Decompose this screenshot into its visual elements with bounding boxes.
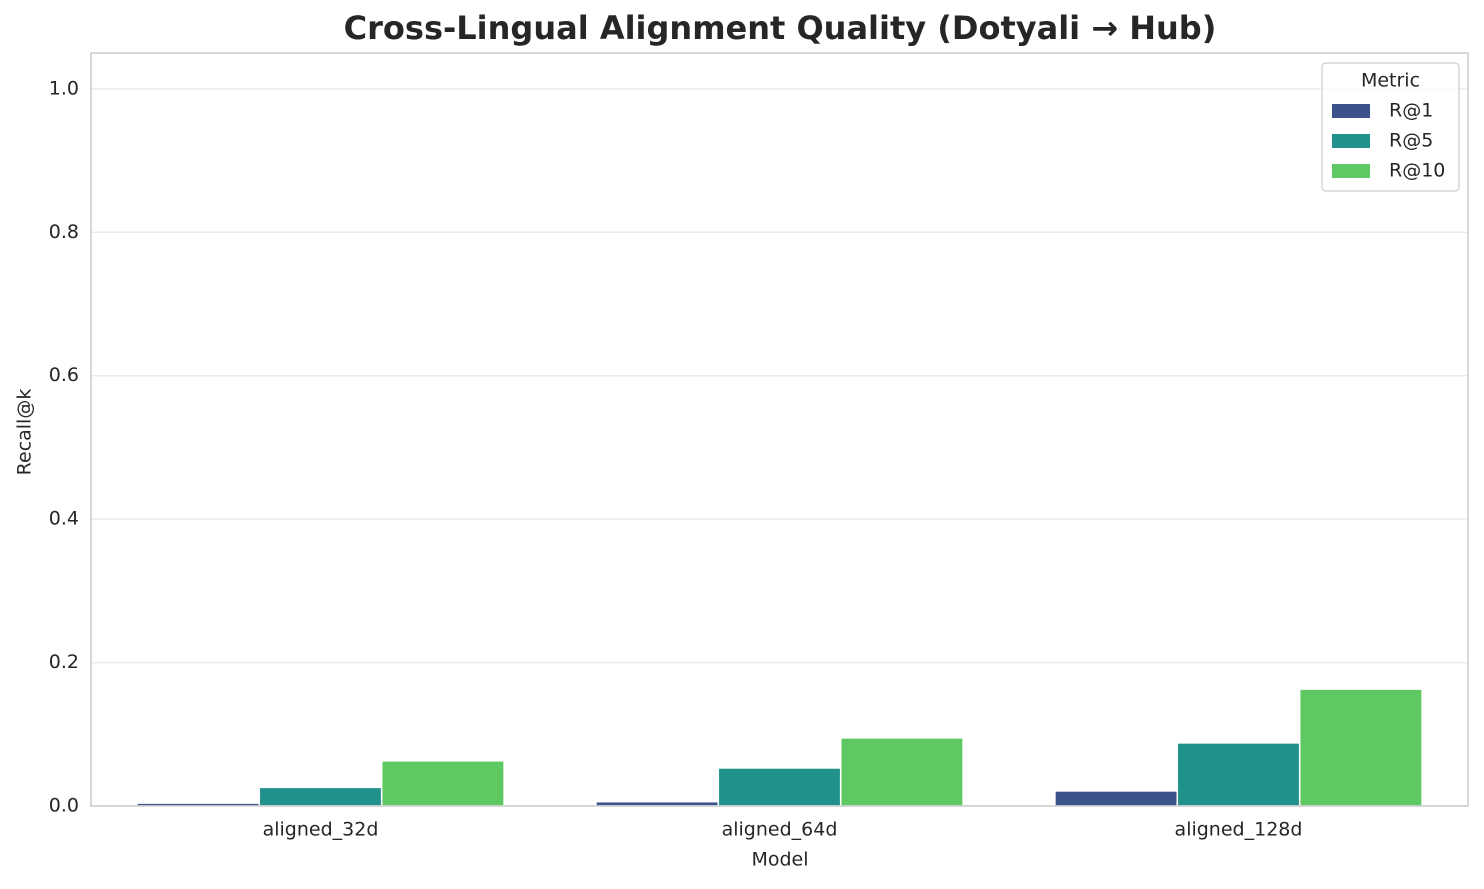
y-tick-label: 0.0 [49, 795, 79, 817]
chart-title: Cross-Lingual Alignment Quality (Dotyali… [344, 9, 1217, 47]
bar [717, 767, 842, 807]
bar [380, 760, 505, 807]
legend-swatch [1332, 134, 1370, 148]
x-axis-label: Model [751, 849, 808, 871]
x-tick-label: aligned_128d [1175, 819, 1303, 841]
legend-box [1321, 62, 1460, 192]
legend-title: Metric [1361, 70, 1420, 92]
x-tick-label: aligned_32d [263, 819, 379, 841]
legend-swatch [1332, 164, 1370, 178]
y-tick-label: 0.2 [49, 651, 79, 673]
y-tick-label: 0.8 [49, 221, 79, 243]
y-axis-label: Recall@k [14, 389, 36, 476]
bar [1298, 688, 1423, 807]
bar [1054, 790, 1179, 807]
y-tick-label: 0.6 [49, 364, 79, 386]
legend-swatch [1332, 104, 1370, 118]
legend-label: R@5 [1389, 130, 1433, 152]
legend-label: R@10 [1389, 160, 1445, 182]
y-tick-label: 1.0 [49, 77, 79, 99]
bar [258, 786, 383, 807]
x-tick-label: aligned_64d [722, 819, 838, 841]
legend-label: R@1 [1389, 100, 1433, 122]
plot-frame [90, 52, 1469, 807]
bar [839, 737, 964, 807]
y-tick-label: 0.4 [49, 508, 79, 530]
bar [1176, 742, 1301, 807]
